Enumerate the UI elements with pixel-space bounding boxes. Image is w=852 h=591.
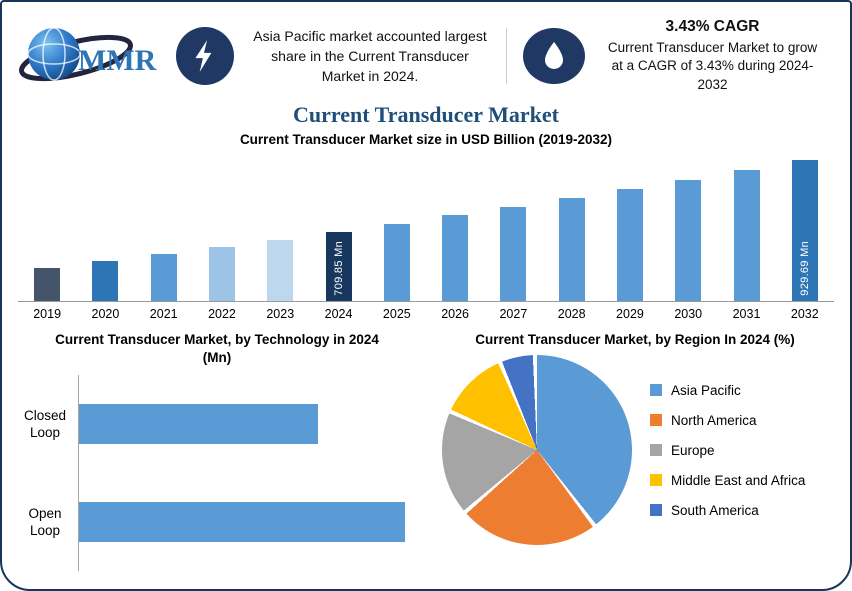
x-axis-label-2021: 2021 xyxy=(149,307,178,321)
bar-2023 xyxy=(267,240,294,301)
flame-icon xyxy=(545,42,563,69)
technology-bars xyxy=(78,375,422,572)
bar-column-2028 xyxy=(543,153,601,301)
globe-parallel xyxy=(27,43,81,65)
bar-2021 xyxy=(150,254,177,301)
bar-column-2027 xyxy=(484,153,542,301)
bar-2024: 709.85 Mn xyxy=(325,232,352,301)
bottom-charts: Current Transducer Market, by Technology… xyxy=(2,329,850,572)
legend-item-north-america: North America xyxy=(650,413,805,428)
x-axis-label-2031: 2031 xyxy=(732,307,761,321)
bar-column-2023 xyxy=(251,153,309,301)
legend-swatch-south-america xyxy=(650,504,662,517)
bar-open-loop xyxy=(79,502,405,543)
bar-value-label: 709.85 Mn xyxy=(332,241,345,296)
annual-bars: 709.85 Mn 929.69 Mn xyxy=(18,153,834,302)
globe-icon xyxy=(28,28,80,80)
bar-column-2024: 709.85 Mn xyxy=(309,153,367,301)
legend-swatch-europe xyxy=(650,444,662,457)
x-axis-label-2029: 2029 xyxy=(616,307,644,321)
bar-column-2029 xyxy=(601,153,659,301)
header-divider xyxy=(506,28,507,84)
cagr-title: 3.43% CAGR xyxy=(665,18,760,36)
bar-column-2031 xyxy=(717,153,775,301)
x-axis-label-2024: 2024 xyxy=(324,307,353,321)
lightning-icon xyxy=(195,40,212,72)
x-axis-label-2023: 2023 xyxy=(266,307,295,321)
legend-item-south-america: South America xyxy=(650,503,805,518)
x-axis-label-2025: 2025 xyxy=(382,307,411,321)
legend-item-middle-east-and-africa: Middle East and Africa xyxy=(650,473,805,488)
x-axis-label-2026: 2026 xyxy=(441,307,470,321)
header: MMR Asia Pacific market accounted larges… xyxy=(2,2,850,100)
legend-label-asia-pacific: Asia Pacific xyxy=(671,382,741,398)
legend-label-north-america: North America xyxy=(671,412,757,428)
legend-label-middle-east-and-africa: Middle East and Africa xyxy=(671,472,806,488)
legend-item-asia-pacific: Asia Pacific xyxy=(650,383,805,398)
bar-2022 xyxy=(208,247,235,301)
x-axis-label-2032: 2032 xyxy=(790,307,819,321)
legend-label-south-america: South America xyxy=(671,502,759,518)
region-pie xyxy=(442,355,632,546)
lightning-icon-badge xyxy=(176,27,234,85)
bar-closed-loop xyxy=(79,404,318,445)
market-highlight-text: Asia Pacific market accounted largest sh… xyxy=(253,27,487,85)
bar-2025 xyxy=(383,224,410,301)
x-axis-label-2020: 2020 xyxy=(91,307,120,321)
bar-2019 xyxy=(34,268,61,301)
technology-chart-area: Closed Loop Open Loop xyxy=(12,375,422,572)
bar-column-2030 xyxy=(659,153,717,301)
bar-value-label: 929.69 Mn xyxy=(798,241,811,296)
region-chart: Current Transducer Market, by Region In … xyxy=(428,329,850,571)
logo-text: MMR xyxy=(78,44,157,77)
bar-2031 xyxy=(733,170,760,301)
x-axis-label-2027: 2027 xyxy=(499,307,528,321)
category-label-open-loop: Open Loop xyxy=(28,505,62,539)
bar-2029 xyxy=(616,189,643,301)
bar-column-2021 xyxy=(135,153,193,301)
globe-meridian xyxy=(42,27,66,81)
flame-icon-badge xyxy=(523,28,585,84)
bar-column-2032: 929.69 Mn xyxy=(776,153,834,301)
bar-2027 xyxy=(500,207,527,301)
bar-2028 xyxy=(558,198,585,301)
x-axis-label-2030: 2030 xyxy=(674,307,703,321)
legend-swatch-middle-east-and-africa xyxy=(650,474,662,487)
region-legend: Asia Pacific North America Europe Middle Ea… xyxy=(650,383,805,518)
bar-2026 xyxy=(442,215,469,301)
page-title: Current Transducer Market xyxy=(292,102,559,127)
region-chart-area: Asia Pacific North America Europe Middle Ea… xyxy=(428,355,842,546)
bar-2030 xyxy=(675,180,702,301)
bar-column-2019 xyxy=(18,153,76,301)
technology-chart: Current Transducer Market, by Technology… xyxy=(2,329,428,572)
bar-column-2022 xyxy=(193,153,251,301)
annual-x-labels: 2019 2020 2021 2022 2023 2024 2025 2026 2027 2028… xyxy=(18,302,834,321)
bar-column-2026 xyxy=(426,153,484,301)
bar-2020 xyxy=(92,261,119,301)
legend-item-europe: Europe xyxy=(650,443,805,458)
bar-column-2020 xyxy=(76,153,134,301)
bar-column-2025 xyxy=(368,153,426,301)
category-label-closed-loop: Closed Loop xyxy=(23,407,67,441)
annual-market-chart: Current Transducer Market size in USD Bi… xyxy=(2,132,850,321)
x-axis-label-2019: 2019 xyxy=(33,307,62,321)
x-axis-label-2028: 2028 xyxy=(557,307,586,321)
bar-2032: 929.69 Mn xyxy=(791,160,818,301)
cagr-text: Current Transducer Market to grow at a C… xyxy=(607,40,818,92)
legend-label-europe: Europe xyxy=(671,442,715,458)
legend-swatch-north-america xyxy=(650,414,662,427)
region-chart-title: Current Transducer Market, by Region In … xyxy=(475,332,795,347)
legend-swatch-asia-pacific xyxy=(650,384,662,397)
x-axis-label-2022: 2022 xyxy=(208,307,236,321)
mmr-logo: MMR xyxy=(19,27,157,82)
technology-categories: Closed Loop Open Loop xyxy=(12,375,78,571)
cagr-block: 3.43% CAGR Current Transducer Market to … xyxy=(601,18,830,94)
annual-chart-title: Current Transducer Market size in USD Bi… xyxy=(239,132,613,147)
technology-chart-title: Current Transducer Market, by Technology… xyxy=(55,332,379,366)
